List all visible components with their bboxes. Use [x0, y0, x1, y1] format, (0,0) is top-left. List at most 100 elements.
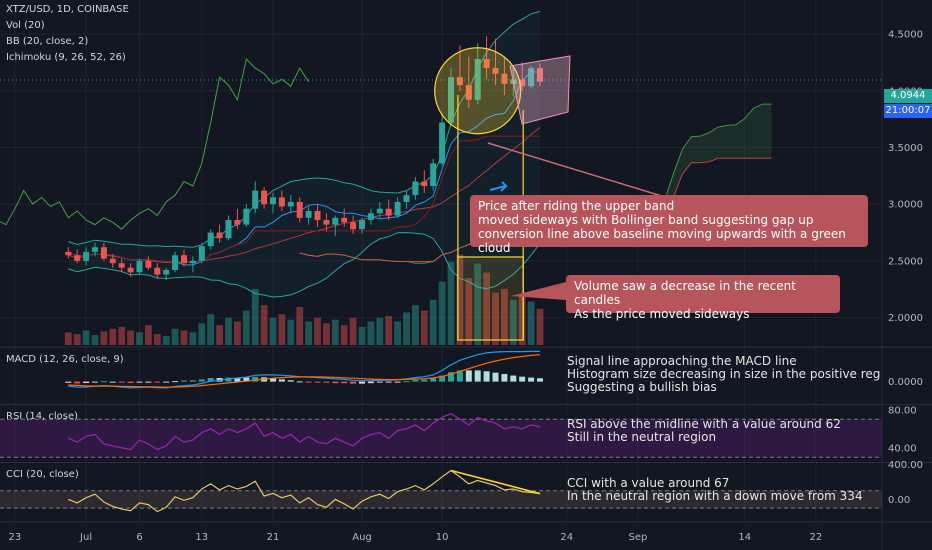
candle-body: [163, 269, 170, 275]
macd-histogram-bar: [207, 378, 214, 382]
macd-histogram-bar: [448, 372, 454, 382]
candle-body: [332, 217, 339, 225]
volume-bar: [109, 328, 117, 345]
cci-note-line: In the neutral region with a down move f…: [567, 489, 863, 503]
candle-body: [92, 247, 98, 252]
x-tick-label: 22: [810, 532, 823, 543]
macd-histogram-bar: [163, 381, 170, 383]
x-tick-label: 13: [195, 532, 208, 543]
volume-callout[interactable]: Volume saw a decrease in the recent cand…: [566, 275, 840, 321]
candle-body: [136, 260, 143, 273]
indicator-volume-label[interactable]: Vol (20): [6, 20, 45, 31]
macd-histogram-bar: [109, 381, 116, 383]
rsi-pane-label[interactable]: RSI (14, close): [6, 411, 79, 422]
candle-body: [519, 79, 526, 87]
volume-bar: [207, 314, 215, 345]
macd-pane-label[interactable]: MACD (12, 26, close, 9): [6, 354, 124, 365]
volume-bar: [73, 334, 81, 345]
rsi-note-line: RSI above the midline with a value aroun…: [567, 418, 841, 431]
candle-body: [305, 211, 312, 218]
macd-histogram-bar: [483, 371, 490, 382]
macd-histogram-bar: [501, 373, 508, 382]
macd-histogram-bar: [198, 379, 205, 382]
volume-bar: [269, 317, 277, 345]
candle-body: [403, 195, 410, 202]
candle-body: [243, 208, 250, 225]
macd-histogram-bar: [367, 381, 374, 384]
candle-body: [189, 260, 196, 264]
x-tick-label: 10: [436, 532, 449, 543]
volume-bar: [242, 310, 250, 345]
volume-bar: [234, 321, 241, 345]
macd-histogram-bar: [359, 381, 365, 384]
macd-histogram-bar: [189, 380, 196, 382]
volume-bar: [162, 335, 170, 345]
candle-body: [261, 190, 268, 205]
macd-histogram-bar: [225, 377, 232, 382]
macd-histogram-bar: [127, 381, 134, 383]
volume-bar: [189, 332, 197, 345]
candle-body: [367, 213, 374, 221]
volume-callout-line: As the price moved sideways: [574, 307, 750, 321]
macd-histogram-bar: [100, 381, 107, 383]
macd-note-line: Suggesting a bullish bias: [567, 380, 717, 394]
candle-body: [430, 163, 437, 187]
indicator-bb-label[interactable]: BB (20, close, 2): [6, 36, 89, 47]
candle-body: [439, 122, 446, 164]
volume-bar: [501, 288, 508, 345]
price-callout-line: conversion line above baseline moving up…: [478, 227, 846, 255]
volume-bar: [420, 310, 428, 345]
volume-bar: [527, 301, 535, 345]
volume-bar: [100, 331, 108, 345]
x-tick-label: 23: [9, 532, 22, 543]
macd-histogram-bar: [430, 378, 437, 382]
candle-body: [100, 247, 107, 259]
macd-histogram-bar: [118, 381, 125, 383]
price-callout[interactable]: Price after riding the upper band moved …: [470, 195, 868, 255]
rsi-band-fill: [0, 419, 882, 458]
cci-line: [68, 469, 541, 513]
macd-histogram-bar: [394, 381, 401, 383]
x-tick-label: Jul: [79, 532, 92, 543]
candle-body: [501, 73, 508, 84]
indicator-ichimoku-label[interactable]: Ichimoku (9, 26, 52, 26): [6, 52, 126, 63]
macd-histogram-bar: [510, 375, 517, 382]
x-tick-label: 14: [738, 532, 751, 543]
volume-bar: [483, 272, 490, 345]
cci-note: CCI with a value around 67 In the neutra…: [567, 477, 881, 503]
candle-body: [350, 222, 357, 230]
volume-bar: [225, 317, 232, 345]
candle-body: [492, 68, 499, 74]
macd-note: Signal line approaching the MACD line Hi…: [567, 355, 881, 394]
volume-bar: [474, 263, 482, 345]
volume-bar: [385, 316, 393, 345]
callout-pointer-price: [487, 142, 666, 198]
candle-body: [74, 255, 81, 261]
volume-bar: [198, 323, 206, 345]
y-tick-label: 3.0000: [888, 200, 923, 211]
volume-bar: [376, 317, 384, 345]
x-tick-label: Sep: [628, 532, 647, 543]
cci-pane-label[interactable]: CCI (20, close): [6, 469, 79, 480]
y-tick-label: 0.0000: [888, 377, 923, 388]
candle-body: [394, 201, 401, 216]
candle-body: [252, 190, 259, 209]
candle-body: [456, 77, 463, 86]
volume-bar: [429, 299, 437, 345]
volume-bar: [447, 261, 455, 345]
volume-highlight-box: [457, 256, 524, 341]
price-callout-line: moved sideways with Bollinger band sugge…: [478, 213, 814, 227]
volume-bar: [403, 312, 410, 345]
volume-bar: [465, 278, 473, 345]
macd-histogram-bar: [154, 381, 161, 383]
volume-bar: [492, 292, 499, 345]
volume-bar: [82, 330, 90, 345]
y-tick-label: 2.5000: [888, 256, 923, 267]
candle-body: [287, 201, 294, 207]
volume-bar: [536, 308, 544, 345]
candle-body: [109, 258, 116, 264]
bollinger-band-fill: [68, 11, 541, 297]
volume-bar: [251, 288, 259, 345]
candle-body: [225, 220, 232, 239]
